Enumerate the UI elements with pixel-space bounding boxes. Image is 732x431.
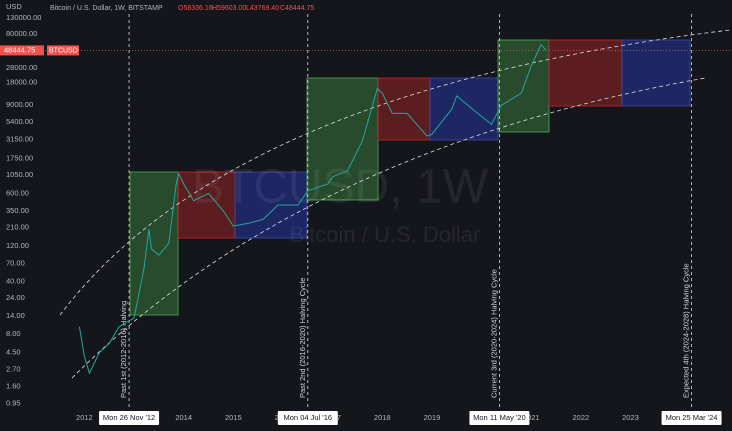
- x-tick-label: 2019: [424, 413, 441, 422]
- date-box: [469, 411, 530, 425]
- cycle-box: [621, 39, 691, 107]
- halving-label: Expected 4th (2024-2028) Halving Cycle: [682, 263, 691, 398]
- y-tick-label: 80000.00: [6, 29, 37, 38]
- y-tick-label: 40.00: [6, 277, 25, 286]
- date-box: [661, 411, 722, 425]
- y-tick-label: 8.00: [6, 329, 21, 338]
- ohlc-value: H59603.00: [212, 5, 246, 12]
- symbol-tag-label: BTCUSD: [49, 47, 78, 54]
- axis-unit: USD: [6, 2, 22, 11]
- date-label: Mon 11 May '20: [473, 413, 526, 422]
- y-tick-label: 5400.00: [6, 117, 33, 126]
- cycle-box: [129, 171, 179, 316]
- symbol: Bitcoin / U.S. Dollar, 1W, BITSTAMP: [50, 5, 163, 12]
- y-tick-label: 4.50: [6, 348, 21, 357]
- upper-curve: [59, 29, 731, 316]
- lower-curve: [71, 77, 706, 379]
- cycle-box: [429, 77, 499, 141]
- y-tick-label: 14.00: [6, 311, 25, 320]
- y-tick-label: 2.70: [6, 364, 21, 373]
- y-tick-label: 9000.00: [6, 100, 33, 109]
- y-tick-label: 1750.00: [6, 154, 33, 163]
- y-tick-label: 130000.00: [6, 13, 41, 22]
- y-tick-label: 600.00: [6, 188, 29, 197]
- price-line: [78, 43, 547, 375]
- y-tick-label: 3150.00: [6, 134, 33, 143]
- y-tick-label: 24.00: [6, 293, 25, 302]
- y-tick-label: 210.00: [6, 223, 29, 232]
- ohlc-value: C48444.75: [280, 5, 314, 12]
- halving-label: Past 2nd (2016-2020) Halving Cycle: [298, 278, 307, 398]
- cycle-box: [306, 77, 379, 201]
- y-tick-label: 70.00: [6, 258, 25, 267]
- price-tag: [0, 45, 44, 56]
- y-tick-label: 120.00: [6, 241, 29, 250]
- ohlc-value: L43769.40: [246, 5, 279, 12]
- x-tick-label: 2022: [573, 413, 590, 422]
- cycle-box: [548, 39, 623, 107]
- halving-label: Current 3rd (2020-2024) Halving Cycle: [489, 269, 498, 398]
- watermark-sub: Bitcoin / U.S. Dollar: [290, 222, 481, 247]
- y-tick-label: 18000.00: [6, 78, 37, 87]
- date-label: Mon 26 Nov '12: [103, 413, 155, 422]
- x-tick-label: 2012: [76, 413, 93, 422]
- watermark: BTCUSD, 1W: [192, 161, 489, 214]
- x-tick-label: 2014: [175, 413, 192, 422]
- y-tick-label: 1050.00: [6, 170, 33, 179]
- date-box: [277, 411, 338, 425]
- date-label: Mon 04 Jul '16: [284, 413, 333, 422]
- ohlc-value: O58336.16: [178, 5, 213, 12]
- x-tick-label: 2015: [225, 413, 242, 422]
- halving-label: Past 1st (2012-2016) Halving: [119, 301, 128, 398]
- y-tick-label: 350.00: [6, 206, 29, 215]
- trend-curves: [59, 29, 731, 379]
- x-tick-label: 2023: [622, 413, 639, 422]
- x-tick-label: 2021: [523, 413, 540, 422]
- y-tick-label: 0.95: [6, 398, 21, 407]
- date-label: Mon 25 Mar '24: [666, 413, 718, 422]
- cycle-box: [177, 171, 236, 239]
- date-box: [99, 411, 160, 425]
- x-tick-label: 2018: [374, 413, 391, 422]
- y-tick-label: 28000.00: [6, 63, 37, 72]
- price-tag-label: 48444.75: [4, 45, 35, 54]
- symbol-tag: [47, 45, 79, 56]
- y-tick-label: 1.60: [6, 381, 21, 390]
